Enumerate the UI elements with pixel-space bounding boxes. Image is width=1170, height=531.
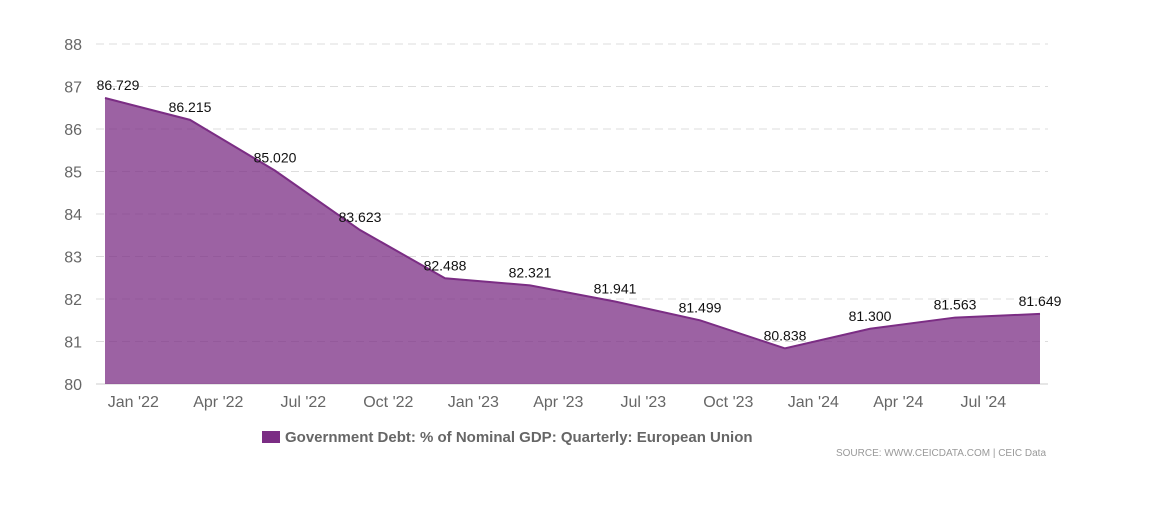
area-layer	[103, 96, 1042, 385]
data-point	[613, 300, 617, 304]
y-tick-label: 83	[64, 250, 82, 267]
data-point	[443, 276, 447, 280]
x-tick-label: Jan '24	[788, 394, 839, 411]
data-label: 86.215	[169, 99, 212, 115]
x-tick-label: Apr '22	[193, 394, 243, 411]
data-label: 81.563	[934, 297, 977, 313]
data-labels: 86.729 86.215 85.020 83.623 82.488 82.321 81.9…	[97, 77, 1062, 343]
x-tick-label: Jan '23	[448, 394, 499, 411]
data-point	[188, 118, 192, 122]
data-point	[1038, 312, 1042, 316]
legend-swatch	[262, 431, 280, 443]
y-tick-label: 88	[64, 37, 82, 54]
data-label: 83.623	[339, 209, 382, 225]
series-area	[105, 98, 1040, 385]
x-tick-label: Apr '23	[533, 394, 583, 411]
data-point	[358, 228, 362, 232]
y-tick-label: 84	[64, 207, 82, 224]
data-point	[868, 327, 872, 331]
data-label: 81.649	[1019, 293, 1062, 309]
data-label: 85.020	[254, 150, 297, 166]
y-tick-label: 81	[64, 335, 82, 352]
y-axis: 80 81 82 83 84 85 86 87 88	[64, 37, 82, 394]
x-tick-label: Jul '22	[280, 394, 326, 411]
data-point	[783, 346, 787, 350]
data-point	[273, 169, 277, 173]
data-point	[103, 96, 107, 100]
source-note: SOURCE: WWW.CEICDATA.COM | CEIC Data	[835, 448, 1046, 459]
x-tick-label: Jul '24	[960, 394, 1006, 411]
x-tick-label: Jan '22	[108, 394, 159, 411]
data-label: 82.488	[424, 257, 467, 273]
legend-label[interactable]: Government Debt: % of Nominal GDP: Quart…	[285, 428, 753, 446]
x-tick-label: Jul '23	[620, 394, 666, 411]
x-axis: Jan '22 Apr '22 Jul '22 Oct '22 Jan '23 Apr '…	[108, 394, 1007, 411]
data-label: 86.729	[97, 77, 140, 93]
y-tick-label: 86	[64, 122, 82, 139]
legend[interactable]: Government Debt: % of Nominal GDP: Quart…	[262, 427, 753, 447]
data-label: 81.941	[594, 281, 637, 297]
data-label: 80.838	[764, 327, 807, 343]
data-label: 81.300	[849, 308, 892, 324]
x-tick-label: Oct '22	[363, 394, 413, 411]
data-label: 82.321	[509, 264, 552, 280]
data-point	[528, 283, 532, 287]
y-tick-label: 80	[64, 377, 82, 394]
x-tick-label: Oct '23	[703, 394, 753, 411]
data-label: 81.499	[679, 299, 722, 315]
y-tick-label: 87	[64, 80, 82, 97]
series-line	[104, 97, 1041, 350]
y-tick-label: 82	[64, 292, 82, 309]
data-point	[953, 316, 957, 320]
data-point	[698, 318, 702, 322]
x-tick-label: Apr '24	[873, 394, 923, 411]
y-tick-label: 85	[64, 165, 82, 182]
